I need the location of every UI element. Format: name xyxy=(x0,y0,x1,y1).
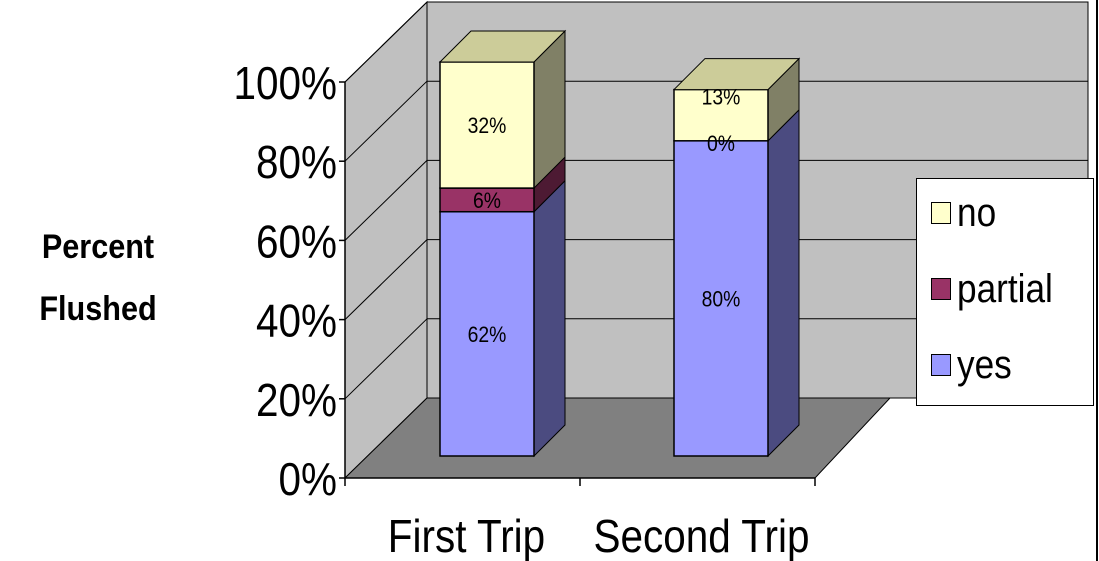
gridline-diagonal xyxy=(344,80,428,162)
x-tick-label: First Trip xyxy=(388,512,545,561)
y-tick-label: 80% xyxy=(256,138,337,189)
data-label-yes: 62% xyxy=(468,323,507,347)
legend-label-yes: yes xyxy=(957,342,1012,387)
legend-item-yes: yes xyxy=(931,342,1019,387)
bar-top-no xyxy=(672,58,801,91)
y-axis-label-line-2: Flushed xyxy=(39,290,157,328)
side-wall xyxy=(344,0,428,480)
bar-top-no xyxy=(438,30,567,63)
x-tick-label: Second Trip xyxy=(594,512,810,561)
gridline-diagonal xyxy=(344,239,428,320)
bar-no xyxy=(673,88,769,142)
axis-group: 0% 20% 40% 60% 80% 100% First Trip Second Trip xyxy=(234,59,816,561)
frame-edge xyxy=(1096,0,1098,561)
data-label-yes: 80% xyxy=(702,287,741,311)
floor xyxy=(343,397,892,479)
gridline-diagonal xyxy=(344,160,428,241)
legend-label-partial: partial xyxy=(957,266,1053,311)
bar-group xyxy=(438,29,801,458)
legend-item-partial: partial xyxy=(931,266,1066,311)
data-label-no: 32% xyxy=(468,114,507,138)
bar-yes xyxy=(673,140,769,457)
legend-item-no: no xyxy=(931,190,1002,235)
gridline-diagonal xyxy=(344,318,428,400)
data-label-group: 62% 6% 32% 80% 0% 13% xyxy=(468,85,741,347)
gridline-diagonal xyxy=(344,1,428,83)
legend-swatch-yes xyxy=(931,354,951,376)
bar-side-yes xyxy=(533,179,566,458)
y-tick-label: 60% xyxy=(256,217,337,268)
y-tick-label: 0% xyxy=(279,455,337,506)
bar-side-yes xyxy=(767,108,800,458)
legend: no partial yes xyxy=(916,178,1094,406)
y-tick-label: 40% xyxy=(256,296,337,347)
data-label-no: 13% xyxy=(702,85,741,109)
legend-label-no: no xyxy=(957,190,997,235)
legend-swatch-partial xyxy=(931,278,951,300)
legend-swatch-no xyxy=(931,202,951,224)
y-axis-label-line-1: Percent xyxy=(41,228,155,266)
data-label-partial: 6% xyxy=(473,189,501,213)
data-label-partial: 0% xyxy=(707,132,735,156)
y-tick-label: 20% xyxy=(256,375,337,426)
y-tick-label: 100% xyxy=(234,59,337,110)
